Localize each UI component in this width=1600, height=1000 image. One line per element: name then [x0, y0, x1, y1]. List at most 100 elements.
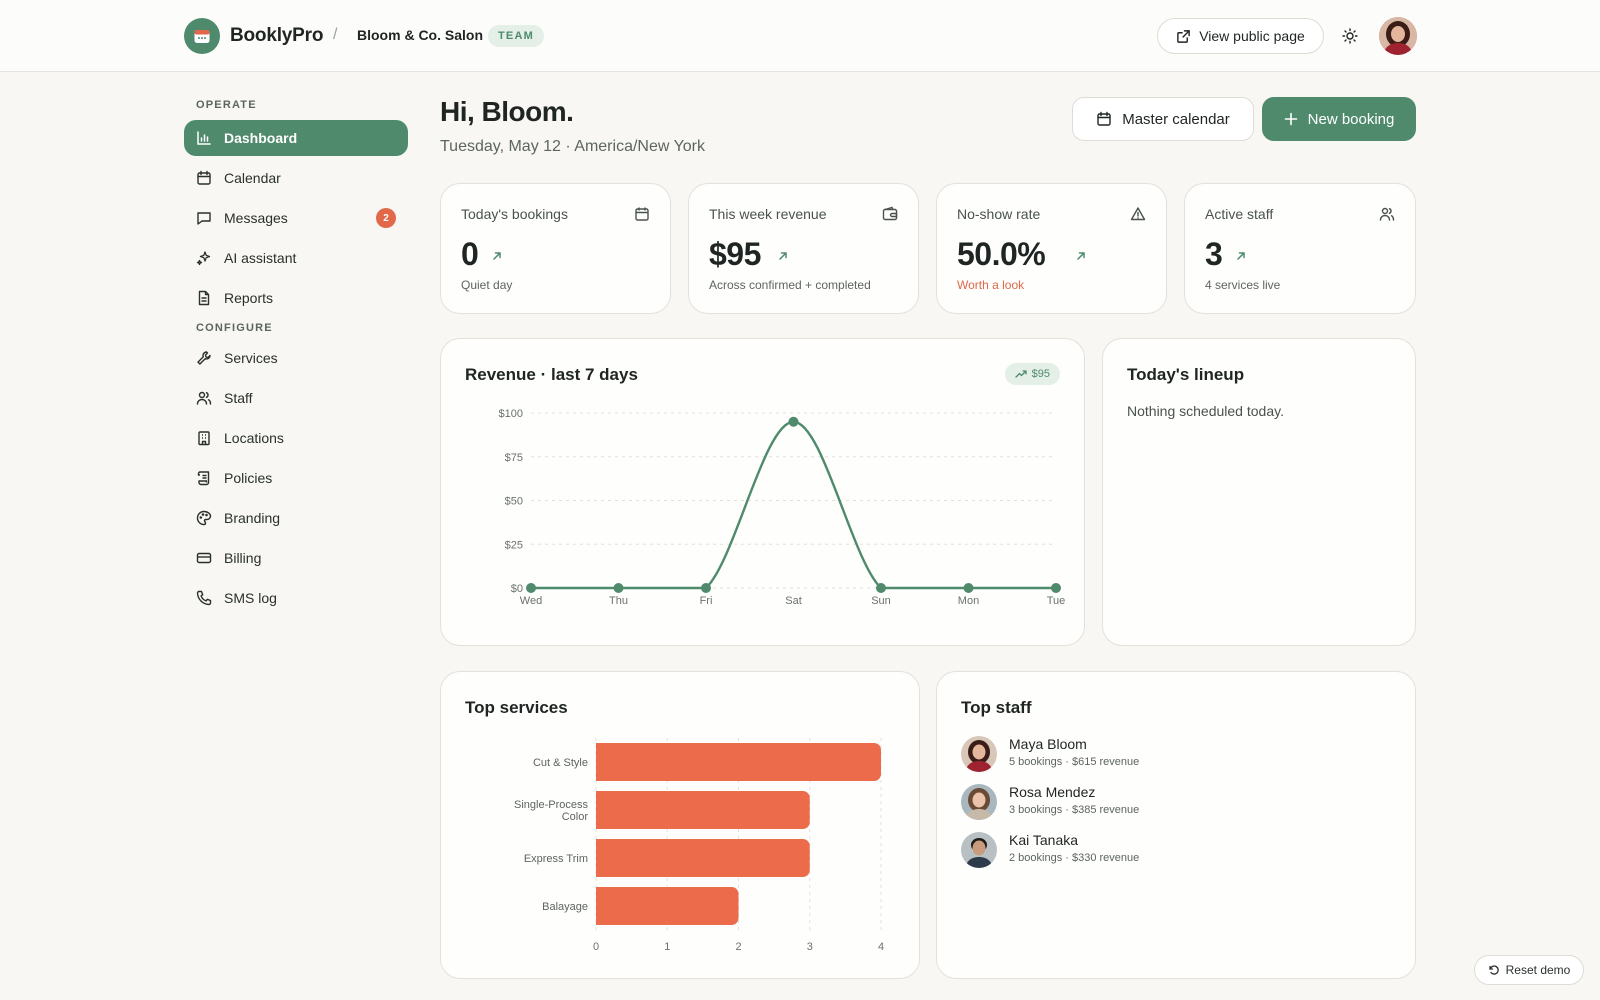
sidebar-item-services[interactable]: Services: [184, 340, 408, 376]
service-bar-base: [596, 887, 606, 925]
data-point: [876, 583, 886, 593]
palette-icon: [196, 510, 212, 526]
sidebar-item-label: Messages: [224, 210, 288, 226]
stat-label: No-show rate: [957, 206, 1041, 222]
sidebar-item-billing[interactable]: Billing: [184, 540, 408, 576]
revenue-chart-title: Revenue · last 7 days: [465, 365, 638, 384]
external-link-icon: [1177, 29, 1191, 43]
bar-chart-icon: [197, 131, 211, 145]
sidebar-item-policies[interactable]: Policies: [184, 460, 408, 496]
sidebar-item-label: Services: [224, 350, 278, 366]
top-services-card: Top services 0 1 2 3 4 Cut & Style Single-Proc…: [440, 671, 920, 979]
stat-value: $95: [709, 236, 761, 272]
revenue-total-badge: $95: [1004, 363, 1060, 385]
sidebar-item-staff[interactable]: Staff: [184, 380, 408, 416]
x-tick-label: Sun: [871, 595, 891, 607]
y-tick-label: $75: [505, 452, 523, 464]
breadcrumb-org-name[interactable]: Bloom & Co. Salon: [357, 27, 483, 43]
x-tick-label: Tue: [1047, 595, 1066, 607]
stat-subtext: Quiet day: [461, 278, 513, 292]
plus-icon: [1284, 112, 1297, 126]
reset-demo-button[interactable]: Reset demo: [1474, 955, 1584, 985]
staff-row-kai-tanaka[interactable]: Kai Tanaka 2 bookings · $330 revenue: [961, 830, 1261, 870]
x-tick-label: 0: [593, 941, 599, 953]
reset-demo-label: Reset demo: [1505, 963, 1571, 977]
revenue-total-value: $95: [1031, 368, 1050, 380]
x-tick-label: Sat: [785, 595, 802, 607]
date-timezone-line: Tuesday, May 12 · America/New York: [440, 138, 705, 155]
sidebar-item-ai-assistant[interactable]: AI assistant: [184, 240, 408, 276]
sidebar-item-label: Reports: [224, 290, 274, 306]
service-bar: [596, 743, 881, 781]
service-bar: [596, 791, 810, 829]
sidebar-item-sms-log[interactable]: SMS log: [184, 580, 408, 616]
sidebar-item-reports[interactable]: Reports: [184, 280, 408, 316]
staff-meta: 5 bookings · $615 revenue: [1009, 756, 1140, 768]
todays-lineup-card: Today's lineup Nothing scheduled today.: [1102, 338, 1416, 646]
x-tick-label: 4: [878, 941, 884, 953]
data-point: [526, 583, 536, 593]
lineup-empty-message: Nothing scheduled today.: [1127, 403, 1284, 419]
master-calendar-button[interactable]: Master calendar: [1072, 97, 1254, 141]
sidebar-item-label: Locations: [224, 430, 284, 446]
revenue-line-chart: $0 $25 $50 $75 $100 Wed Thu Fri Sat Sun Mon Tue: [499, 408, 1066, 607]
staff-row-rosa-mendez[interactable]: Rosa Mendez 3 bookings · $385 revenue: [961, 782, 1261, 822]
calendar-icon: [635, 207, 649, 221]
stat-subtext: 4 services live: [1205, 278, 1281, 292]
category-label: Cut & Style: [533, 757, 588, 769]
stat-card-no-show-rate[interactable]: No-show rate 50.0% Worth a look: [936, 183, 1167, 314]
sidebar-item-branding[interactable]: Branding: [184, 500, 408, 536]
brand-logo-icon[interactable]: [184, 18, 220, 54]
data-point: [963, 583, 974, 593]
breadcrumb-separator: /: [333, 26, 338, 43]
data-point: [788, 416, 799, 427]
staff-meta: 3 bookings · $385 revenue: [1009, 804, 1140, 816]
staff-name: Maya Bloom: [1009, 736, 1087, 752]
stat-value: 3: [1205, 236, 1223, 272]
x-tick-label: Mon: [958, 595, 979, 607]
top-services-title: Top services: [465, 698, 568, 717]
category-label: Express Trim: [524, 853, 588, 865]
sidebar-item-messages[interactable]: Messages 2: [184, 200, 408, 236]
x-tick-label: 2: [735, 941, 741, 953]
sidebar-item-locations[interactable]: Locations: [184, 420, 408, 456]
rotate-ccw-icon: [1488, 965, 1499, 975]
sidebar-item-label: Dashboard: [224, 130, 298, 146]
sidebar-item-label: Policies: [224, 470, 273, 486]
sidebar-heading-configure: CONFIGURE: [196, 322, 273, 334]
category-label: Single-Process: [514, 799, 588, 811]
x-tick-label: 1: [664, 941, 670, 953]
users-icon: [196, 391, 212, 405]
users-icon: [1379, 207, 1395, 221]
brand-name[interactable]: BooklyPro: [230, 25, 324, 46]
staff-name: Kai Tanaka: [1009, 832, 1079, 848]
user-avatar[interactable]: [1379, 17, 1417, 55]
new-booking-button[interactable]: New booking: [1262, 97, 1416, 141]
arrow-up-right-icon: [1237, 252, 1245, 260]
data-point: [613, 583, 624, 593]
y-tick-label: $50: [505, 496, 523, 508]
sidebar-item-dashboard[interactable]: Dashboard: [184, 120, 408, 156]
staff-avatar: [961, 784, 997, 820]
service-bar: [596, 839, 810, 877]
y-tick-label: $25: [505, 539, 523, 551]
stat-card-todays-bookings[interactable]: Today's bookings 0 Quiet day: [440, 183, 671, 314]
stat-value: 0: [461, 236, 479, 272]
message-icon: [197, 212, 211, 225]
scroll-icon: [197, 471, 210, 486]
staff-avatar: [961, 832, 997, 868]
sidebar-item-label: Billing: [224, 550, 262, 566]
sidebar-item-calendar[interactable]: Calendar: [184, 160, 408, 196]
stat-subtext: Worth a look: [957, 278, 1025, 292]
new-booking-label: New booking: [1307, 110, 1395, 128]
x-tick-label: 3: [807, 941, 813, 953]
view-public-page-button[interactable]: View public page: [1157, 18, 1324, 54]
staff-row-maya-bloom[interactable]: Maya Bloom 5 bookings · $615 revenue: [961, 734, 1261, 774]
stat-card-week-revenue[interactable]: This week revenue $95 Across confirmed +…: [688, 183, 919, 314]
theme-toggle-button[interactable]: [1338, 24, 1362, 48]
view-public-page-label: View public page: [1199, 28, 1305, 44]
stat-card-active-staff[interactable]: Active staff 3 4 services live: [1184, 183, 1416, 314]
sidebar-heading-operate: OPERATE: [196, 99, 257, 111]
stat-label: Active staff: [1205, 206, 1274, 222]
